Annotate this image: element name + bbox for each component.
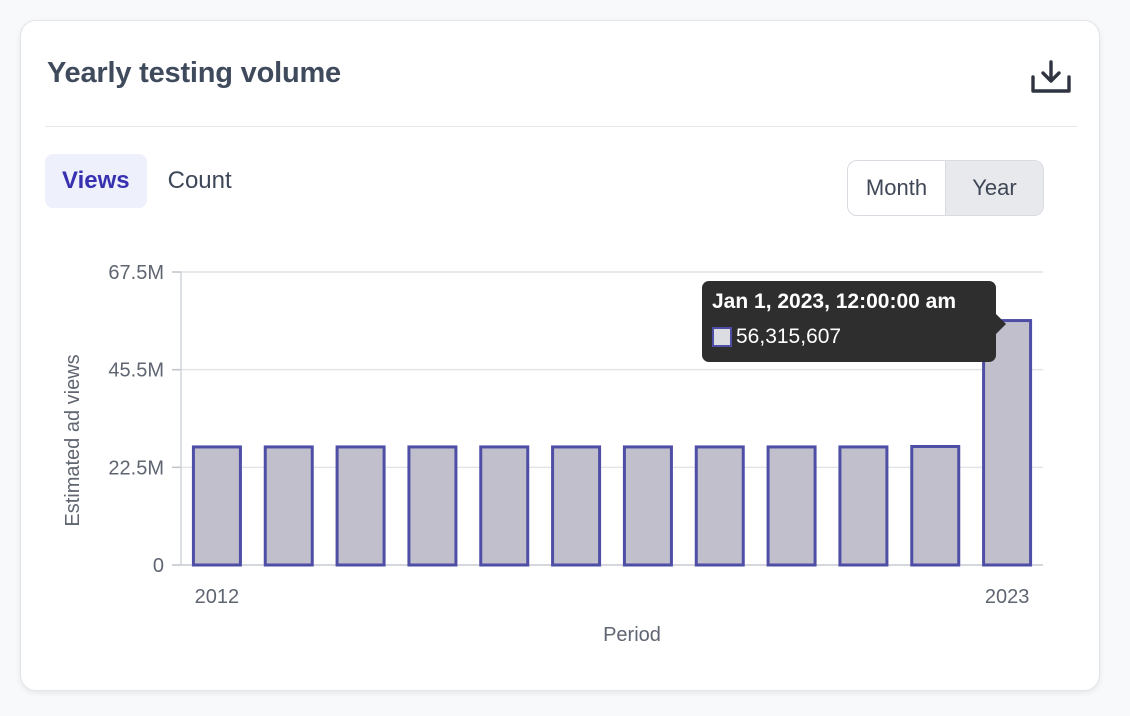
y-tick-label: 67.5M <box>108 262 164 284</box>
tooltip-value: 56,315,607 <box>736 325 842 348</box>
header-divider <box>45 126 1077 127</box>
tooltip-swatch <box>712 327 732 347</box>
download-button[interactable] <box>1027 57 1075 97</box>
bar-2015[interactable] <box>407 445 458 567</box>
download-icon <box>1031 60 1071 93</box>
bar-2017[interactable] <box>551 445 602 567</box>
bar-2013[interactable] <box>263 445 314 567</box>
x-axis-title: Period <box>603 624 661 646</box>
tooltip-title: Jan 1, 2023, 12:00:00 am <box>712 290 957 313</box>
bar-2019[interactable] <box>694 445 745 567</box>
chart-tooltip: Jan 1, 2023, 12:00:00 am 56,315,607 <box>702 281 1006 362</box>
y-tick-label: 22.5M <box>108 457 164 479</box>
bar-2021[interactable] <box>838 445 889 567</box>
card-title: Yearly testing volume <box>47 57 341 89</box>
x-tick-label: 2012 <box>195 586 240 608</box>
period-month-button[interactable]: Month <box>865 175 928 200</box>
yearly-testing-volume-card: Yearly testing volume Views Count Month … <box>20 20 1100 691</box>
tab-count[interactable]: Count <box>167 167 232 194</box>
period-year-button[interactable]: Year <box>945 161 1043 215</box>
x-tick-label: 2023 <box>985 586 1030 608</box>
tooltip-row: 56,315,607 <box>712 325 986 349</box>
bar-2014[interactable] <box>335 445 386 567</box>
bar-2018[interactable] <box>622 445 673 567</box>
bar-2020[interactable] <box>766 445 817 567</box>
tab-views[interactable]: Views <box>45 154 147 208</box>
bar-2016[interactable] <box>479 445 530 567</box>
bar-2012[interactable] <box>191 445 242 567</box>
y-tick-label: 45.5M <box>108 360 164 382</box>
bar-2022[interactable] <box>910 444 961 567</box>
bar-chart: 0 22.5M 45.5M 67.5M 2012 2023 Period Estimated … <box>62 262 1043 646</box>
y-axis-title: Estimated ad views <box>62 354 84 526</box>
y-tick-label: 0 <box>153 555 164 577</box>
period-toggle: Month Year <box>847 160 1044 216</box>
metric-tabs: Views Count <box>45 154 249 208</box>
